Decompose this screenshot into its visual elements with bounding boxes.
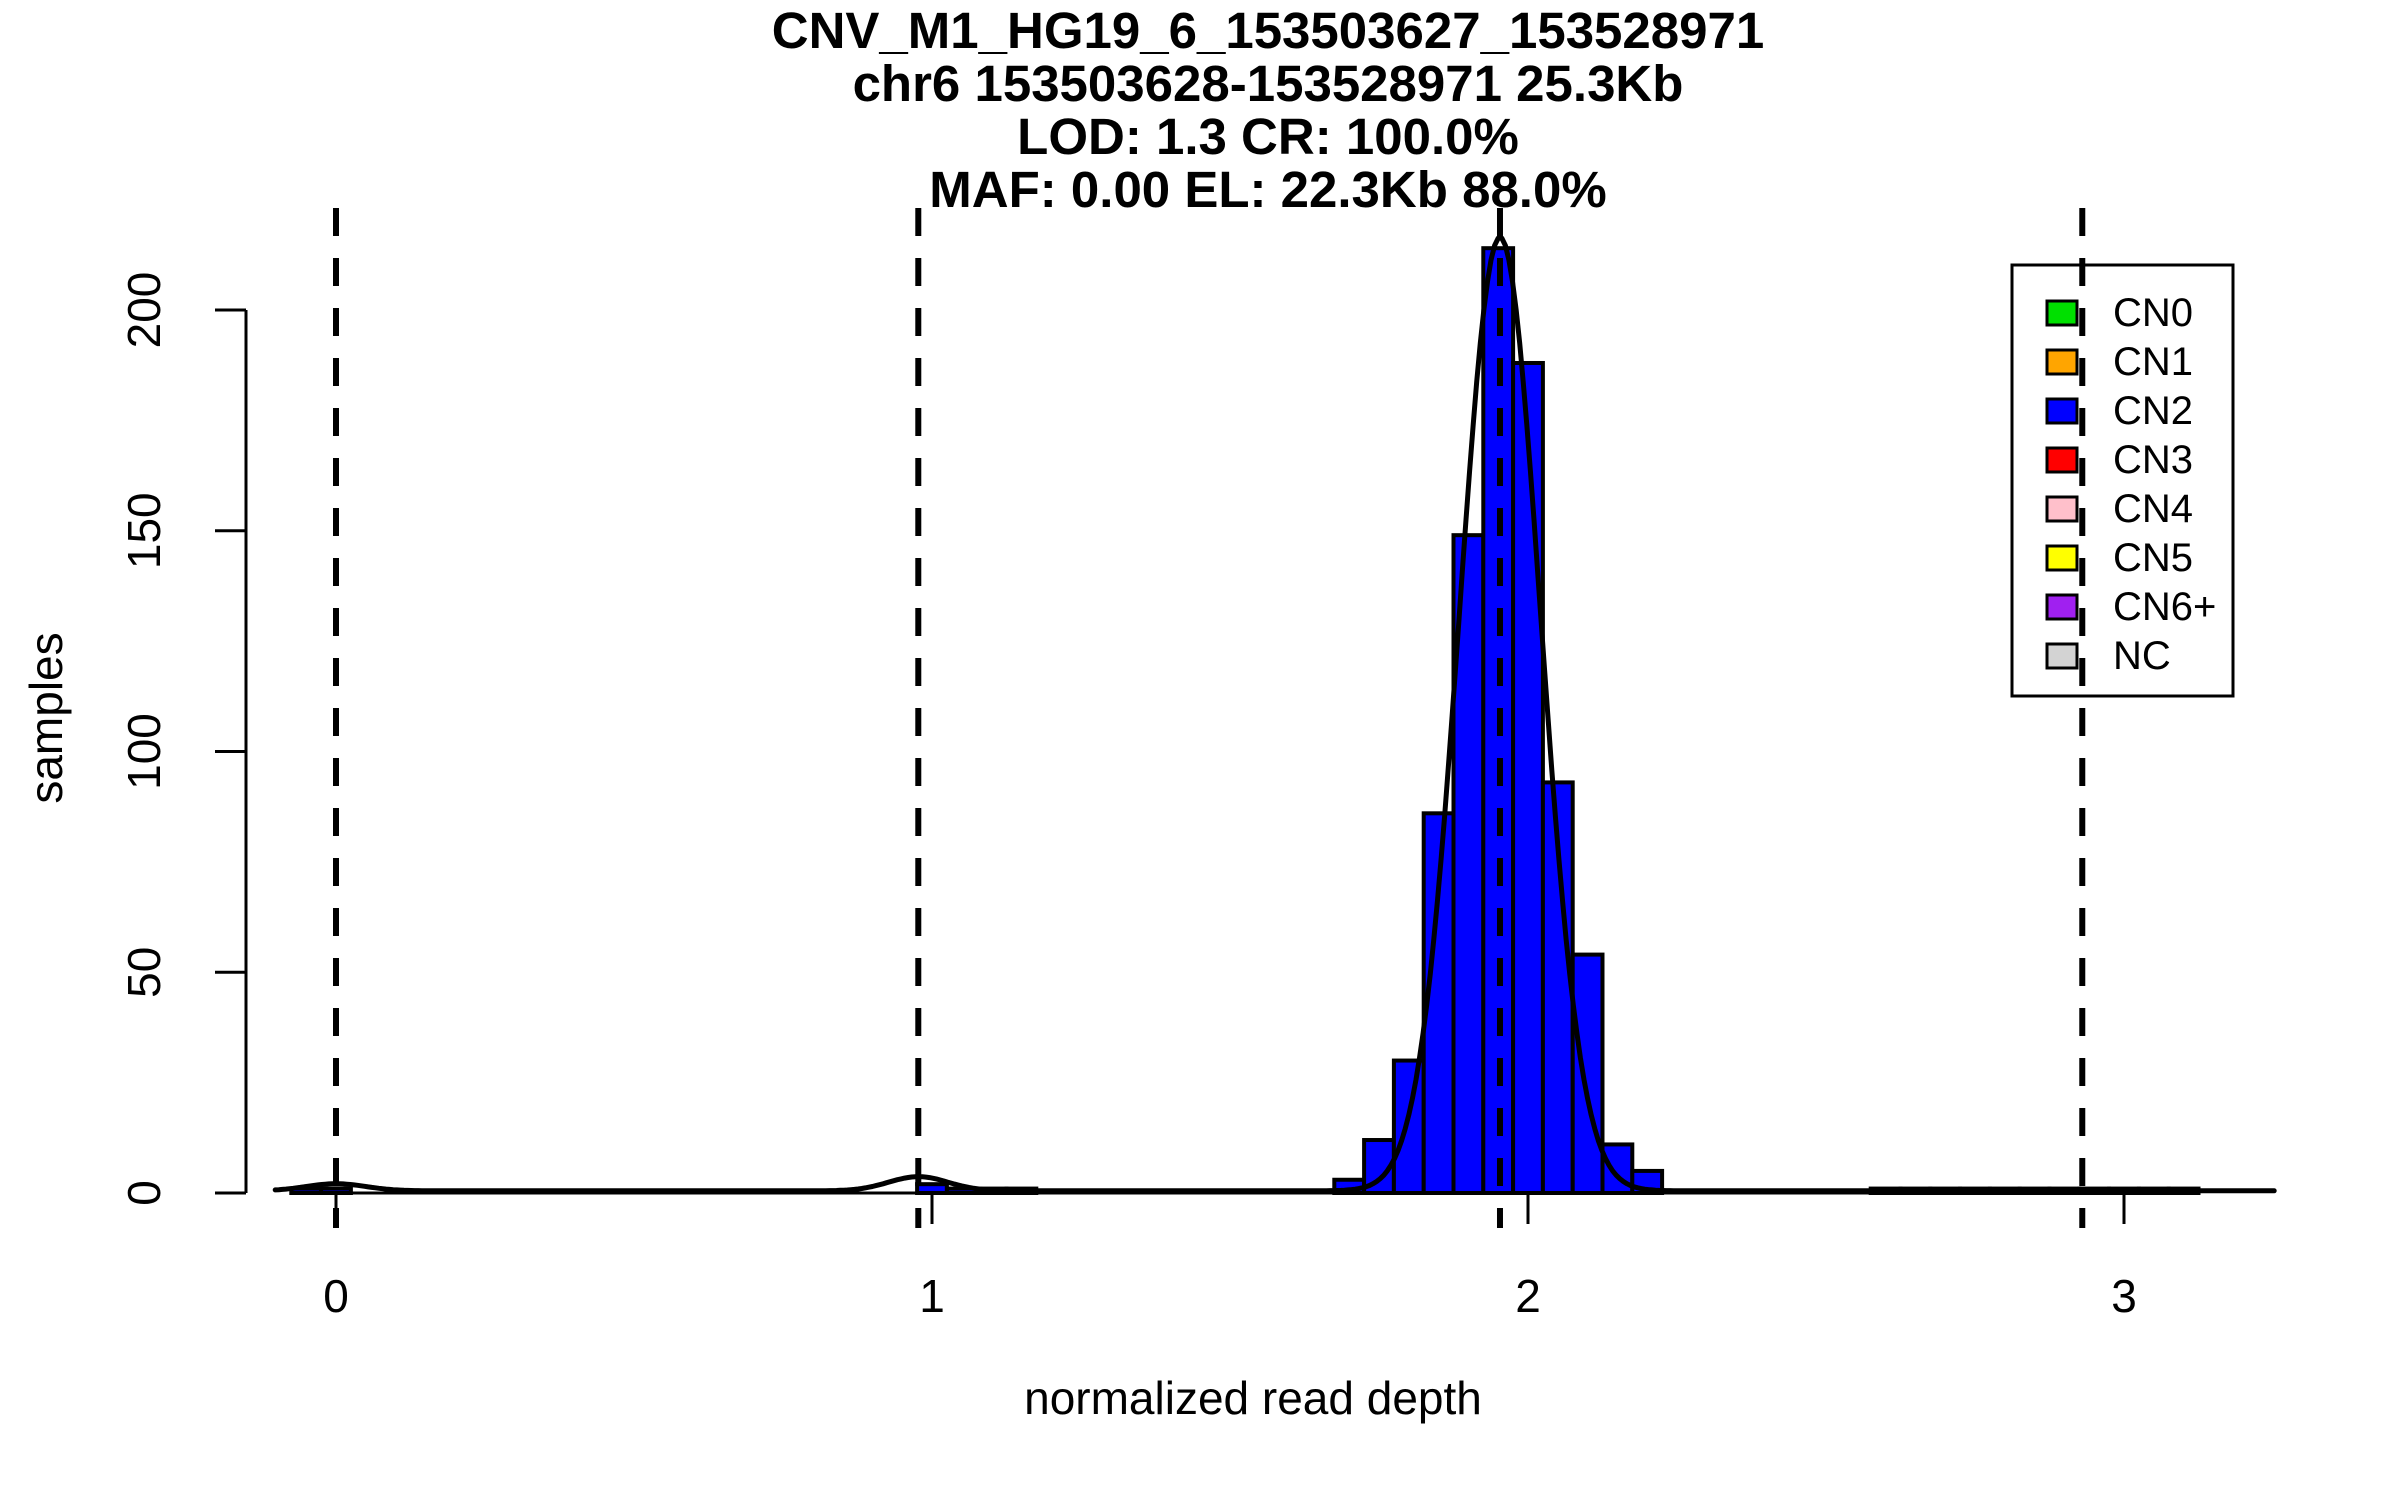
- legend-swatch-nc: [2045, 642, 2079, 670]
- x-axis-tick-label: 3: [2111, 1270, 2137, 1322]
- legend-label-cn3: CN3: [2113, 438, 2193, 482]
- y-axis-tick-label: 50: [118, 947, 170, 998]
- legend-label-cn2: CN2: [2113, 389, 2193, 433]
- histogram-bar: [1511, 360, 1545, 1196]
- legend-swatch-cn2: [2045, 397, 2079, 425]
- histogram-bar: [915, 1182, 949, 1196]
- plot-title-line2: chr6 153503628-153528971 25.3Kb: [852, 55, 1684, 112]
- plot-title-line3: LOD: 1.3 CR: 100.0%: [1017, 108, 1519, 165]
- y-axis-title: samples: [20, 632, 72, 804]
- plot-title-line1: CNV_M1_HG19_6_153503627_153528971: [771, 2, 1765, 59]
- x-axis-title: normalized read depth: [1024, 1372, 1482, 1424]
- histogram-bar: [1570, 952, 1605, 1196]
- x-axis-tick-label: 0: [323, 1270, 349, 1322]
- legend-label-nc: NC: [2113, 634, 2171, 678]
- y-axis-tick-label: 0: [118, 1180, 170, 1206]
- histogram-bar: [1391, 1058, 1426, 1196]
- x-axis-tick-label: 1: [919, 1270, 945, 1322]
- legend-swatch-cn5: [2045, 544, 2079, 572]
- legend-label-cn4: CN4: [2113, 487, 2193, 531]
- density-curve: [272, 235, 2277, 1194]
- legend-label-cn5: CN5: [2113, 536, 2193, 580]
- y-axis-tick-label: 150: [118, 492, 170, 569]
- x-axis-tick-label: 2: [1515, 1270, 1541, 1322]
- y-axis-tick-label: 200: [118, 272, 170, 349]
- plot-title: CNV_M1_HG19_6_153503627_153528971 chr6 1…: [772, 4, 1764, 216]
- legend-swatch-cn3: [2045, 446, 2079, 474]
- legend-swatch-cn0: [2045, 299, 2079, 327]
- histogram-bar: [319, 1186, 353, 1195]
- legend-label-cn0: CN0: [2113, 291, 2193, 335]
- legend-swatch-cn1: [2045, 348, 2079, 376]
- y-axis-tick-label: 100: [118, 713, 170, 790]
- legend-swatch-cn6plus: [2045, 593, 2079, 621]
- legend-swatch-cn4: [2045, 495, 2079, 523]
- legend-label-cn6plus: CN6+: [2113, 585, 2216, 629]
- legend-label-cn1: CN1: [2113, 340, 2193, 384]
- plot-title-line4: MAF: 0.00 EL: 22.3Kb 88.0%: [929, 161, 1607, 218]
- legend-box: [2010, 263, 2235, 698]
